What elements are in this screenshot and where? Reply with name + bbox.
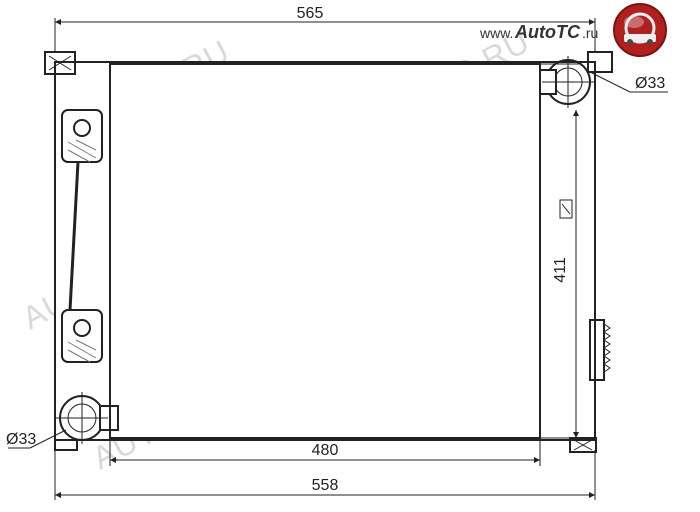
technical-drawing: AUTOTC.RU AUTOTC.RU AUTOTC.RU AUTOTC.RU …	[0, 0, 700, 512]
dim-value: 480	[312, 442, 339, 459]
dim-value: 411	[552, 257, 569, 283]
dim-bottom-480: 480	[110, 440, 540, 466]
url-prefix: www.	[479, 25, 513, 41]
dim-dia-top-right: Ø33	[586, 70, 668, 92]
dim-value: 558	[312, 477, 339, 494]
dim-label: Ø33	[635, 75, 665, 92]
url-suffix: .ru	[582, 25, 598, 41]
url-main: AutoTC	[514, 22, 581, 42]
dim-value: 565	[297, 5, 324, 22]
radiator-core	[110, 64, 540, 438]
dim-label: Ø33	[6, 431, 36, 448]
